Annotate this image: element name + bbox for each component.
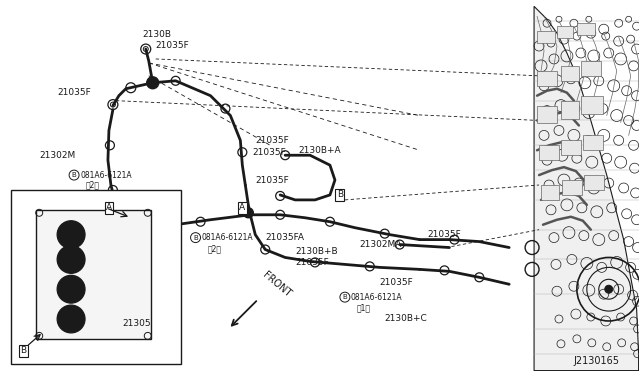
Bar [577,23,595,35]
Circle shape [243,208,253,218]
Circle shape [68,286,74,292]
Bar [562,180,582,195]
Circle shape [57,221,85,248]
Text: J2130165: J2130165 [574,356,620,366]
Circle shape [63,227,79,243]
Bar [537,31,555,43]
Bar [561,66,579,81]
Text: 21302M: 21302M [40,151,76,160]
Text: B: B [193,235,198,241]
Text: 2130B+C: 2130B+C [385,314,428,324]
Text: 081A6-6121A: 081A6-6121A [351,293,403,302]
Bar [581,61,601,76]
Text: 21035F: 21035F [57,88,91,97]
Circle shape [57,275,85,303]
Circle shape [63,281,79,297]
Text: A: A [239,203,245,212]
Bar [581,96,603,113]
Text: 21302MA: 21302MA [360,240,402,249]
Text: 21035F: 21035F [255,176,289,185]
Bar [557,26,573,38]
Text: B: B [337,190,343,199]
Text: （1）: （1） [357,304,371,312]
Text: B: B [72,172,76,178]
Text: B: B [342,294,348,300]
Bar [36,210,151,339]
Text: （2）: （2） [86,180,100,189]
Text: 21035F: 21035F [255,136,289,145]
Text: 21035FA: 21035FA [265,233,304,242]
Text: 2130B+B: 2130B+B [295,247,338,256]
Text: A: A [106,203,112,212]
Text: 081A6-6121A: 081A6-6121A [202,233,253,242]
Bar [561,101,579,119]
Text: 21035F: 21035F [252,148,286,157]
Bar [584,175,604,190]
Text: 2130B: 2130B [143,30,172,39]
Circle shape [57,246,85,273]
Bar [539,145,559,160]
Circle shape [147,77,159,89]
Text: B: B [20,346,26,355]
Circle shape [68,316,74,322]
Text: 21035F: 21035F [295,258,329,267]
Polygon shape [534,6,639,371]
Circle shape [68,232,74,238]
Text: 21035F: 21035F [428,230,461,239]
Bar [541,185,559,200]
Text: 21305: 21305 [122,320,150,328]
Circle shape [68,256,74,262]
Circle shape [63,251,79,267]
Circle shape [605,285,612,293]
Bar [12,190,180,364]
Text: FRONT: FRONT [260,270,292,299]
Bar [537,71,557,86]
Text: 2130B+A: 2130B+A [298,146,340,155]
Text: 21035F: 21035F [380,278,413,287]
Bar [561,140,581,155]
Circle shape [63,311,79,327]
Text: 081A6-6121A: 081A6-6121A [80,171,132,180]
Bar [583,135,603,150]
Bar [537,106,557,124]
Circle shape [57,305,85,333]
Text: （2）: （2） [207,244,221,253]
Text: 21035F: 21035F [156,41,189,49]
